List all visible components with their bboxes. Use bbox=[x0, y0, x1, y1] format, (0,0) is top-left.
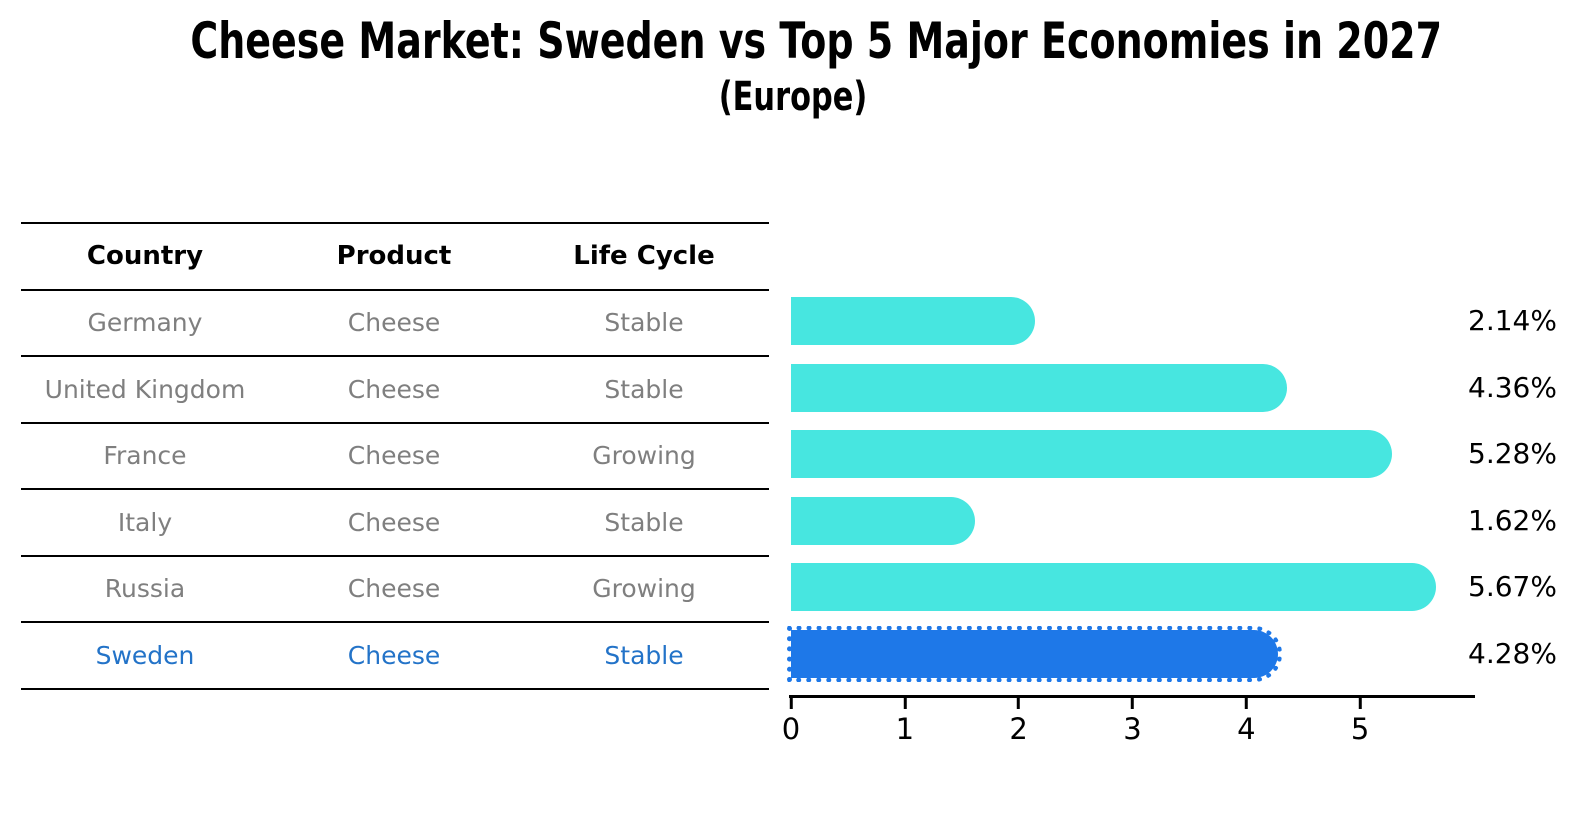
x-tick: 3 bbox=[1123, 698, 1142, 746]
value-label-germany: 2.14% bbox=[1468, 304, 1557, 337]
product-cell: Cheese bbox=[347, 507, 441, 537]
tick-mark bbox=[1017, 698, 1021, 709]
life-cycle-cell: Growing bbox=[592, 441, 696, 471]
value-labels: 2.14% 4.36% 5.28% 1.62% 5.67% 4.28% bbox=[1468, 288, 1586, 687]
x-tick: 2 bbox=[1009, 698, 1028, 746]
tick-label: 4 bbox=[1237, 712, 1256, 746]
tick-label: 5 bbox=[1350, 712, 1370, 746]
column-header-product: Product bbox=[336, 241, 452, 272]
bar-russia bbox=[791, 563, 1437, 611]
country-cell: Russia bbox=[104, 574, 186, 604]
bar-row bbox=[791, 421, 1474, 488]
tick-mark bbox=[903, 698, 907, 709]
column-header-country: Country bbox=[86, 241, 204, 272]
country-cell: Italy bbox=[117, 507, 173, 537]
product-cell: Cheese bbox=[347, 640, 441, 670]
value-label-italy: 1.62% bbox=[1468, 503, 1557, 537]
product-cell: Cheese bbox=[347, 574, 441, 604]
x-tick: 0 bbox=[782, 698, 800, 746]
bar-italy bbox=[791, 496, 976, 545]
value-label-united-kingdom: 4.36% bbox=[1468, 370, 1557, 404]
life-cycle-cell: Growing bbox=[592, 574, 696, 604]
product-cell: Cheese bbox=[347, 441, 441, 471]
tick-label: 3 bbox=[1123, 712, 1142, 746]
country-cell: Germany bbox=[87, 308, 203, 338]
tick-label: 2 bbox=[1009, 712, 1028, 746]
tick-mark bbox=[1358, 698, 1362, 709]
column-header-life-cycle: Life Cycle bbox=[573, 241, 715, 272]
x-tick: 4 bbox=[1237, 698, 1256, 746]
table-header-row: Country Product Life Cycle bbox=[21, 222, 769, 289]
life-cycle-cell: Stable bbox=[604, 308, 684, 338]
value-label-sweden: 4.28% bbox=[1468, 636, 1557, 670]
tick-mark bbox=[1130, 698, 1134, 709]
tick-mark bbox=[1244, 698, 1248, 709]
table-row-italy: Italy Cheese Stable bbox=[21, 488, 769, 555]
product-cell: Cheese bbox=[347, 374, 441, 404]
life-cycle-cell: Stable bbox=[604, 640, 684, 670]
bar-germany bbox=[791, 297, 1035, 345]
value-label-france: 5.28% bbox=[1468, 437, 1557, 470]
table-row-sweden: Sweden Cheese Stable bbox=[21, 621, 769, 688]
x-tick: 5 bbox=[1351, 698, 1369, 746]
country-cell: France bbox=[103, 441, 187, 471]
tick-label: 0 bbox=[781, 712, 801, 746]
chart-title: Cheese Market: Sweden vs Top 5 Major Eco… bbox=[190, 12, 1443, 70]
x-axis bbox=[789, 695, 1475, 698]
bar-row bbox=[791, 554, 1474, 621]
table-row-germany: Germany Cheese Stable bbox=[21, 288, 769, 356]
value-label-russia: 5.67% bbox=[1468, 570, 1557, 603]
bar-row bbox=[786, 621, 1474, 688]
country-cell: United Kingdom bbox=[44, 374, 246, 404]
comparison-table: Country Product Life Cycle Germany Chees… bbox=[21, 222, 769, 690]
tick-label: 1 bbox=[895, 712, 915, 746]
bar-row bbox=[791, 355, 1474, 422]
bar-row bbox=[791, 488, 1474, 555]
bar-chart bbox=[786, 288, 1474, 688]
chart-subtitle: (Europe) bbox=[718, 74, 868, 120]
table-row-france: France Cheese Growing bbox=[21, 421, 769, 489]
bar-france bbox=[791, 430, 1393, 478]
bar-united-kingdom bbox=[791, 363, 1288, 412]
table-row-russia: Russia Cheese Growing bbox=[21, 554, 769, 622]
bar-row bbox=[791, 288, 1474, 355]
tick-mark bbox=[789, 698, 793, 709]
x-tick: 1 bbox=[896, 698, 914, 746]
product-cell: Cheese bbox=[347, 308, 441, 338]
table-row-united-kingdom: United Kingdom Cheese Stable bbox=[21, 355, 769, 422]
life-cycle-cell: Stable bbox=[604, 507, 684, 537]
life-cycle-cell: Stable bbox=[604, 374, 684, 404]
x-axis-ticks: 0 1 2 3 4 5 bbox=[782, 698, 1474, 753]
country-cell: Sweden bbox=[95, 640, 195, 670]
bar-sweden-highlighted bbox=[786, 625, 1283, 682]
